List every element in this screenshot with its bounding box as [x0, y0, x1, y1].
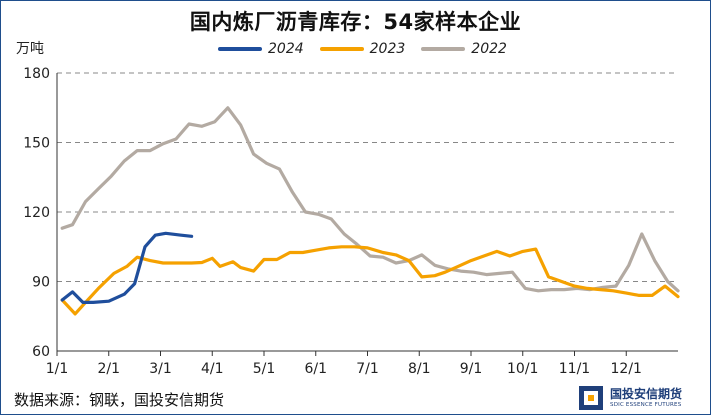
- series-line-2024: [60, 231, 194, 304]
- legend: 2024 2023 2022: [218, 40, 523, 58]
- x-tick-label: 9/1: [460, 361, 483, 377]
- y-axis-unit: 万吨: [16, 41, 44, 57]
- legend-label-2022: 2022: [471, 41, 507, 57]
- x-tick-label: 12/1: [611, 361, 642, 377]
- y-tick-label: 150: [23, 136, 50, 152]
- brand-name: 国投安信期货: [610, 387, 683, 401]
- x-tick-label: 1/1: [46, 361, 69, 377]
- brand-logo: 国投安信期货 SDIC ESSENCE FUTURES: [578, 384, 708, 412]
- x-tick-label: 11/1: [559, 361, 590, 377]
- series-line-2023: [60, 245, 680, 316]
- source-note: 数据来源：钢联，国投安信期货: [14, 391, 225, 409]
- x-tick-label: 2/1: [97, 361, 120, 377]
- y-tick-label: 60: [32, 344, 50, 360]
- legend-swatch-2023: [319, 47, 364, 51]
- x-tick-label: 3/1: [149, 361, 172, 377]
- legend-swatch-2024: [218, 47, 262, 51]
- x-tick-label: 4/1: [201, 361, 224, 377]
- x-tick-label: 5/1: [253, 361, 276, 377]
- x-tick-label: 7/1: [356, 361, 379, 377]
- legend-item-2024: 2024: [218, 41, 304, 57]
- y-tick-label: 180: [23, 66, 50, 82]
- legend-label-2023: 2023: [369, 41, 406, 57]
- x-tick-label: 10/1: [507, 361, 538, 377]
- x-tick-label: 8/1: [408, 361, 431, 377]
- brand-subtitle: SDIC ESSENCE FUTURES: [610, 402, 682, 408]
- legend-swatch-2022: [421, 47, 466, 51]
- legend-item-2022: 2022: [421, 41, 507, 57]
- legend-item-2023: 2023: [319, 41, 406, 57]
- brand-logo-icon: [579, 386, 603, 410]
- legend-label-2024: 2024: [268, 41, 304, 57]
- chart-title: 国内炼厂沥青库存：54家样本企业: [189, 10, 522, 34]
- y-tick-label: 90: [32, 275, 50, 291]
- y-tick-label: 120: [23, 205, 50, 221]
- series-line-2022: [60, 106, 680, 293]
- x-tick-label: 6/1: [304, 361, 327, 377]
